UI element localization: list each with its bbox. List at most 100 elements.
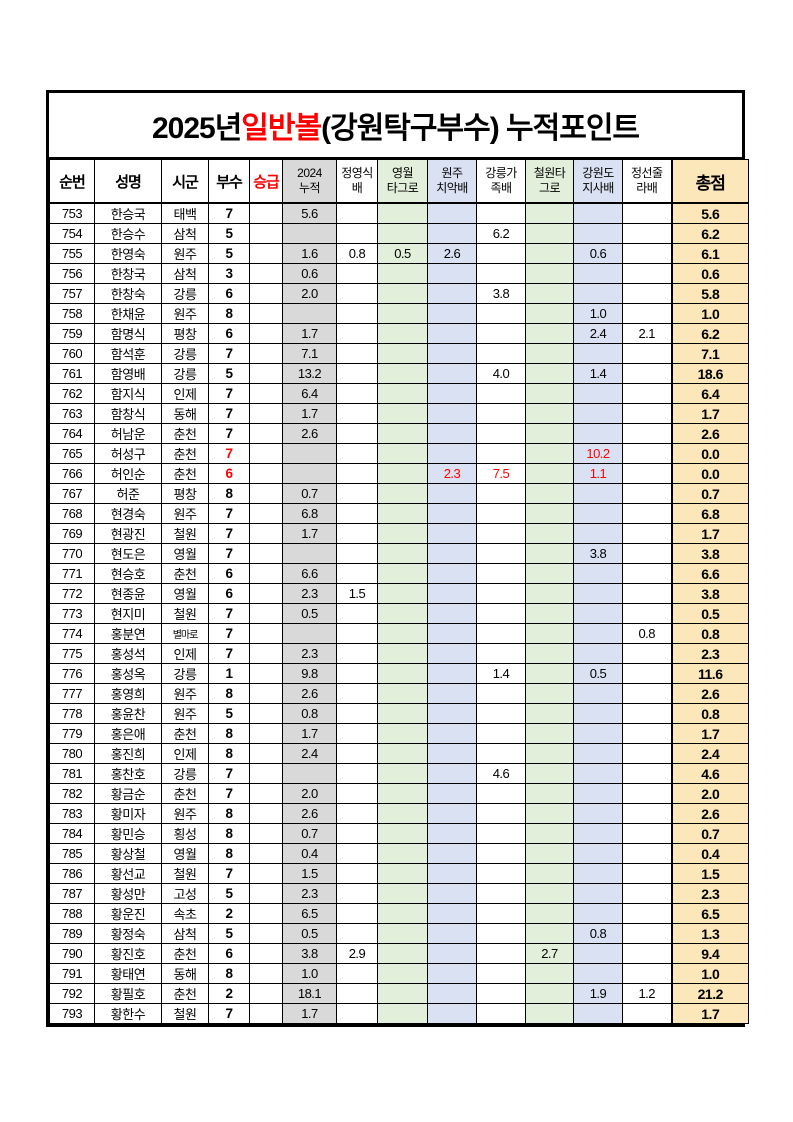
table-row: 787 황성만 고성 5 2.3 2.3 <box>49 883 749 904</box>
cell-busu: 6 <box>208 563 250 584</box>
cell-wonju: 2.3 <box>427 463 477 484</box>
cell-jeongseon <box>622 523 672 544</box>
cell-cheorwon <box>525 443 574 464</box>
cell-yeongwol <box>377 443 428 464</box>
cell-cheorwon <box>525 823 574 844</box>
cell-gangwondo <box>573 503 623 524</box>
cell-busu: 7 <box>208 383 250 404</box>
cell-name: 한승국 <box>94 202 162 224</box>
cell-cheorwon <box>525 743 574 764</box>
cell-total: 0.7 <box>670 823 749 844</box>
cell-wonju <box>427 483 477 504</box>
cell-gangneung <box>476 1003 526 1024</box>
table-row: 755 한영숙 원주 5 1.6 0.8 0.5 2.6 0.6 6.1 <box>49 243 749 264</box>
cell-jeongseon: 0.8 <box>622 623 672 644</box>
cell-gangwondo <box>573 343 623 364</box>
cell-name: 현종윤 <box>94 583 162 604</box>
cell-name: 황필호 <box>94 983 162 1004</box>
cell-yeongwol <box>377 202 428 224</box>
cell-jeongseon <box>622 583 672 604</box>
cell-name: 황미자 <box>94 803 162 824</box>
cell-gangneung: 3.8 <box>476 283 526 304</box>
cell-gangneung <box>476 643 526 664</box>
cell-gangwondo <box>573 643 623 664</box>
cell-name: 홍분연 <box>94 623 162 644</box>
cell-total: 1.0 <box>670 303 749 324</box>
cell-gangneung <box>476 783 526 804</box>
cell-no: 787 <box>49 883 95 904</box>
cell-name: 현경숙 <box>94 503 162 524</box>
cell-y2024: 1.0 <box>282 963 337 984</box>
cell-busu: 8 <box>208 963 250 984</box>
cell-name: 황태연 <box>94 963 162 984</box>
cell-yeongwol <box>377 583 428 604</box>
col-header-jungyoungsik: 정영식 배 <box>336 159 378 204</box>
cell-y2024 <box>282 763 337 784</box>
table-row: 778 홍윤찬 원주 5 0.8 0.8 <box>49 703 749 724</box>
cell-gangneung <box>476 243 526 264</box>
cell-gangwondo <box>573 1003 623 1024</box>
cell-no: 789 <box>49 923 95 944</box>
cell-cheorwon <box>525 863 574 884</box>
title-suffix: (강원탁구부수) 누적포인트 <box>321 112 640 145</box>
cell-yeongwol <box>377 803 428 824</box>
cell-cheorwon <box>525 663 574 684</box>
cell-busu: 5 <box>208 703 250 724</box>
cell-yeongwol <box>377 323 428 344</box>
cell-gangwondo <box>573 783 623 804</box>
cell-seunggeup <box>249 603 283 624</box>
cell-jeongseon <box>622 463 672 484</box>
cell-total: 0.0 <box>670 463 749 484</box>
cell-busu: 8 <box>208 743 250 764</box>
cell-wonju <box>427 883 477 904</box>
cell-gangneung: 1.4 <box>476 663 526 684</box>
cell-wonju <box>427 202 477 224</box>
table-row: 760 함석훈 강릉 7 7.1 7.1 <box>49 343 749 364</box>
cell-gangwondo <box>573 743 623 764</box>
cell-y2024: 1.5 <box>282 863 337 884</box>
cell-seunggeup <box>249 663 283 684</box>
cell-name: 황한수 <box>94 1003 162 1024</box>
cell-jungyoungsik <box>336 523 378 544</box>
cell-sigun: 철원 <box>161 863 209 884</box>
cell-cheorwon <box>525 703 574 724</box>
cell-gangwondo: 0.8 <box>573 923 623 944</box>
table-row: 757 한창숙 강릉 6 2.0 3.8 5.8 <box>49 283 749 304</box>
cell-no: 776 <box>49 663 95 684</box>
col-header-y2024: 2024 누적 <box>282 159 337 204</box>
cell-wonju <box>427 523 477 544</box>
cell-gangwondo <box>573 383 623 404</box>
table-row: 766 허인순 춘천 6 2.3 7.5 1.1 0.0 <box>49 463 749 484</box>
cell-no: 765 <box>49 443 95 464</box>
cell-y2024: 2.6 <box>282 683 337 704</box>
cell-seunggeup <box>249 443 283 464</box>
cell-jeongseon: 1.2 <box>622 983 672 1004</box>
cell-y2024: 0.6 <box>282 263 337 284</box>
cell-busu: 7 <box>208 503 250 524</box>
cell-gangneung <box>476 723 526 744</box>
cell-jungyoungsik <box>336 323 378 344</box>
cell-y2024: 2.6 <box>282 803 337 824</box>
cell-gangwondo <box>573 283 623 304</box>
cell-total: 6.4 <box>670 383 749 404</box>
cell-total: 1.7 <box>670 1003 749 1024</box>
cell-total: 2.3 <box>670 643 749 664</box>
col-header-wonju: 원주 치악배 <box>427 159 477 204</box>
page-title: 2025년 일반볼 (강원탁구부수) 누적포인트 <box>49 93 742 159</box>
cell-jeongseon <box>622 843 672 864</box>
cell-gangneung <box>476 303 526 324</box>
cell-name: 홍은애 <box>94 723 162 744</box>
cell-seunggeup <box>249 363 283 384</box>
col-header-gangwondo: 강원도 지사배 <box>573 159 623 204</box>
cell-gangwondo <box>573 403 623 424</box>
cell-seunggeup <box>249 202 283 224</box>
cell-total: 11.6 <box>670 663 749 684</box>
cell-name: 황진호 <box>94 943 162 964</box>
cell-gangneung <box>476 503 526 524</box>
cell-y2024: 0.7 <box>282 823 337 844</box>
cell-no: 790 <box>49 943 95 964</box>
cell-seunggeup <box>249 983 283 1004</box>
cell-jungyoungsik <box>336 923 378 944</box>
cell-no: 757 <box>49 283 95 304</box>
cell-jeongseon <box>622 683 672 704</box>
